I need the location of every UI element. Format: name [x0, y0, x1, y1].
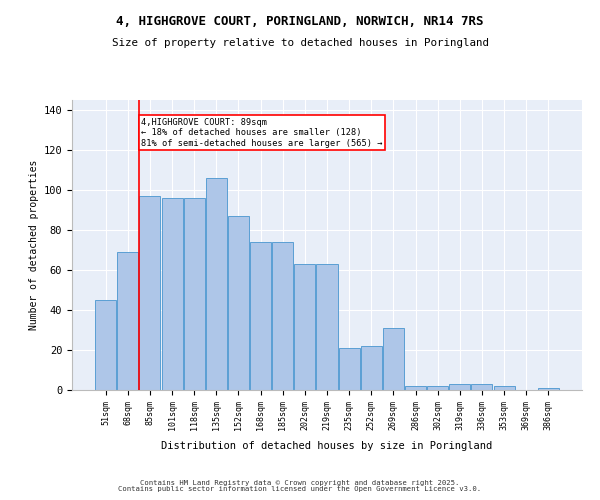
Bar [494, 386, 515, 390]
X-axis label: Distribution of detached houses by size in Poringland: Distribution of detached houses by size … [161, 441, 493, 451]
Bar [383, 328, 404, 390]
Text: 4, HIGHGROVE COURT, PORINGLAND, NORWICH, NR14 7RS: 4, HIGHGROVE COURT, PORINGLAND, NORWICH,… [116, 15, 484, 28]
Bar [427, 386, 448, 390]
Y-axis label: Number of detached properties: Number of detached properties [29, 160, 40, 330]
Bar [118, 252, 139, 390]
Bar [228, 216, 249, 390]
Text: Contains HM Land Registry data © Crown copyright and database right 2025.
Contai: Contains HM Land Registry data © Crown c… [118, 480, 482, 492]
Bar [206, 178, 227, 390]
Bar [361, 346, 382, 390]
Bar [272, 242, 293, 390]
Bar [538, 388, 559, 390]
Bar [316, 264, 338, 390]
Text: 4,HIGHGROVE COURT: 89sqm
← 18% of detached houses are smaller (128)
81% of semi-: 4,HIGHGROVE COURT: 89sqm ← 18% of detach… [141, 118, 383, 148]
Bar [449, 384, 470, 390]
Bar [472, 384, 493, 390]
Bar [161, 198, 182, 390]
Bar [184, 198, 205, 390]
Text: Size of property relative to detached houses in Poringland: Size of property relative to detached ho… [112, 38, 488, 48]
Bar [139, 196, 160, 390]
Bar [295, 264, 316, 390]
Bar [338, 348, 359, 390]
Bar [405, 386, 426, 390]
Bar [95, 300, 116, 390]
Bar [250, 242, 271, 390]
